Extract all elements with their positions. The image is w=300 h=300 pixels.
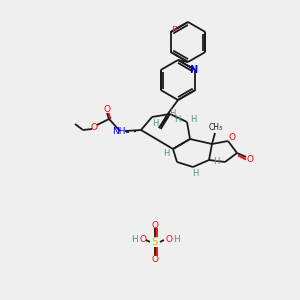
Text: H: H [163,149,169,158]
Text: H: H [174,235,180,244]
Text: S: S [152,237,158,247]
Text: O: O [103,106,110,115]
Text: H: H [152,119,158,128]
Text: H: H [174,116,180,124]
Text: H: H [213,158,219,166]
Text: O: O [152,220,158,230]
Text: O: O [152,254,158,263]
Text: H: H [192,169,198,178]
Text: O: O [166,235,172,244]
Text: CH₃: CH₃ [209,122,223,131]
Text: H: H [190,116,196,124]
Text: O: O [140,235,146,244]
Text: H: H [132,235,138,244]
Text: F: F [172,26,178,36]
Text: N: N [189,65,197,75]
Text: H: H [169,109,175,118]
Text: O: O [229,134,236,142]
Text: NH: NH [112,128,126,136]
Text: O: O [91,124,98,133]
Text: O: O [247,154,254,164]
